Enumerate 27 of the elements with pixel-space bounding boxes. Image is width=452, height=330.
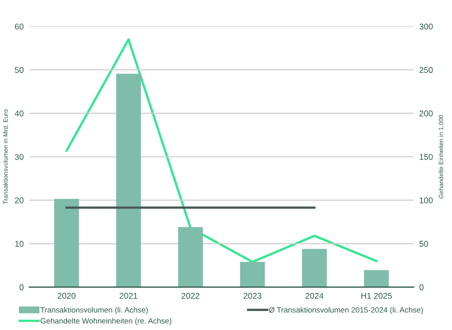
y-tick-label: 0 bbox=[20, 284, 24, 290]
y-tick-label: 60 bbox=[14, 24, 24, 30]
x-tick-label: 2024 bbox=[306, 292, 324, 299]
x-tick-label: 2023 bbox=[244, 292, 262, 299]
x-tick-label: H1 2025 bbox=[361, 292, 392, 299]
x-tick-label: 2020 bbox=[58, 292, 76, 299]
y-tick-label: 10 bbox=[15, 240, 24, 247]
bar bbox=[240, 262, 265, 288]
bar bbox=[178, 227, 203, 288]
y-tick-label: 40 bbox=[14, 110, 24, 116]
bar bbox=[54, 198, 79, 288]
y2-tick-label: 100 bbox=[420, 197, 433, 204]
y2-tick-label: 50 bbox=[419, 240, 428, 247]
line-series bbox=[65, 38, 378, 264]
y2-tick-label: 200 bbox=[420, 110, 433, 116]
bar bbox=[116, 74, 141, 288]
y-tick-label: 50 bbox=[14, 67, 24, 73]
y2-tick-label: 300 bbox=[419, 24, 433, 30]
y2-tick-label: 0 bbox=[419, 284, 424, 290]
x-tick-label: 2021 bbox=[120, 292, 138, 299]
x-tick-label: 2022 bbox=[182, 292, 200, 299]
bar bbox=[302, 248, 327, 288]
y2-tick-label: 150 bbox=[420, 154, 433, 160]
y2-tick-label: 250 bbox=[420, 67, 433, 73]
y-tick-label: 30 bbox=[14, 154, 24, 160]
bar bbox=[364, 270, 389, 288]
y-tick-label: 20 bbox=[14, 197, 24, 204]
